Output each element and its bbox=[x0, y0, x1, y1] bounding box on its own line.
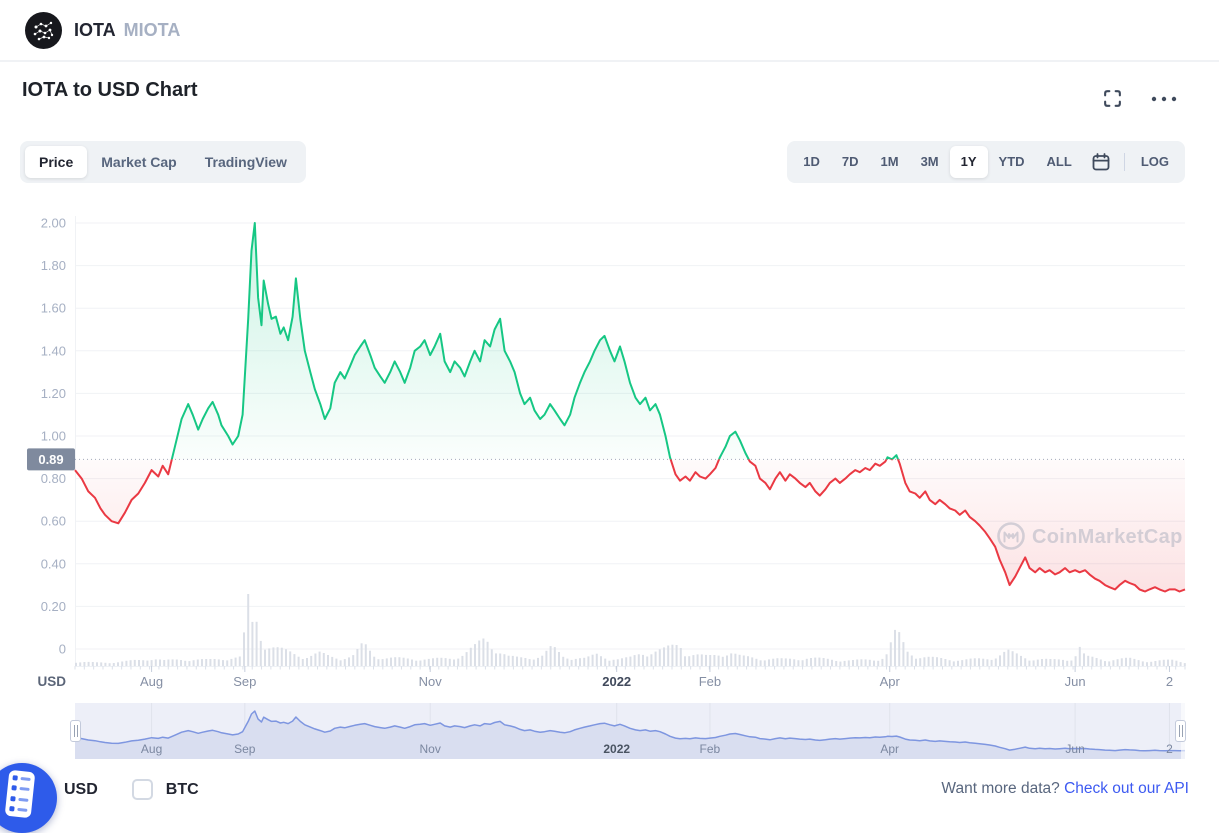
range-1m[interactable]: 1M bbox=[880, 154, 899, 169]
svg-text:0.80: 0.80 bbox=[41, 471, 66, 486]
more-options-icon[interactable] bbox=[1151, 96, 1177, 102]
iota-logo-icon bbox=[25, 11, 62, 49]
usd-label: USD bbox=[64, 780, 98, 798]
fullscreen-icon[interactable] bbox=[1102, 88, 1123, 109]
range-all[interactable]: ALL bbox=[1046, 154, 1072, 169]
calendar-icon[interactable] bbox=[1083, 147, 1119, 177]
api-prompt: Want more data? Check out our API bbox=[941, 780, 1189, 798]
range-1y[interactable]: 1Y bbox=[949, 146, 988, 178]
coin-header: IOTA MIOTA bbox=[0, 0, 1219, 62]
tab-tradingview[interactable]: TradingView bbox=[204, 154, 287, 170]
svg-text:Nov: Nov bbox=[419, 674, 443, 689]
svg-text:1.60: 1.60 bbox=[41, 301, 66, 316]
svg-text:CoinMarketCap: CoinMarketCap bbox=[1032, 526, 1183, 548]
svg-text:Feb: Feb bbox=[700, 742, 721, 756]
more-data-text: Want more data? bbox=[941, 780, 1060, 797]
svg-text:Apr: Apr bbox=[880, 742, 899, 756]
svg-text:1.20: 1.20 bbox=[41, 386, 66, 401]
range-3m[interactable]: 3M bbox=[920, 154, 939, 169]
navigator-handle-right[interactable] bbox=[1175, 720, 1186, 742]
range-divider bbox=[1123, 153, 1125, 171]
svg-text:Apr: Apr bbox=[880, 674, 901, 689]
range-log-toggle[interactable]: LOG bbox=[1140, 154, 1169, 169]
page-title: IOTA to USD Chart bbox=[22, 79, 198, 101]
chat-widget-button[interactable] bbox=[0, 763, 57, 833]
navigator-handle-left[interactable] bbox=[70, 720, 81, 742]
survey-icon bbox=[4, 769, 36, 819]
range-selector: 1D 7D 1M 3M 1Y YTD ALL LOG bbox=[787, 141, 1185, 183]
price-chart[interactable]: 2.00 1.80 1.60 1.40 1.20 1.00 0.80 0.60 0.40 0.20… bbox=[0, 196, 1219, 696]
svg-text:1.40: 1.40 bbox=[41, 343, 66, 358]
range-7d[interactable]: 7D bbox=[841, 154, 859, 169]
svg-text:Aug: Aug bbox=[141, 742, 162, 756]
svg-text:Nov: Nov bbox=[420, 742, 441, 756]
svg-text:USD: USD bbox=[37, 674, 66, 689]
svg-text:Jun: Jun bbox=[1065, 674, 1086, 689]
btc-checkbox[interactable] bbox=[131, 779, 153, 800]
svg-text:2: 2 bbox=[1166, 742, 1173, 756]
api-link[interactable]: Check out our API bbox=[1064, 780, 1189, 797]
title-actions bbox=[1102, 88, 1177, 109]
svg-text:Sep: Sep bbox=[234, 742, 256, 756]
svg-text:0.20: 0.20 bbox=[41, 599, 66, 614]
svg-text:2022: 2022 bbox=[602, 674, 631, 689]
coin-name: IOTA bbox=[74, 19, 116, 40]
svg-text:0.60: 0.60 bbox=[41, 514, 66, 529]
svg-text:1.80: 1.80 bbox=[41, 258, 66, 273]
coin-symbol: MIOTA bbox=[123, 19, 181, 40]
svg-text:Jun: Jun bbox=[1065, 742, 1084, 756]
tab-price[interactable]: Price bbox=[25, 146, 88, 178]
chart-type-tabs: Price Market Cap TradingView bbox=[20, 141, 306, 183]
svg-text:2022: 2022 bbox=[603, 742, 630, 756]
tab-market-cap[interactable]: Market Cap bbox=[101, 154, 177, 170]
svg-text:2: 2 bbox=[1166, 674, 1173, 689]
range-1d[interactable]: 1D bbox=[803, 154, 820, 169]
svg-text:Aug: Aug bbox=[140, 674, 163, 689]
svg-text:0.89: 0.89 bbox=[38, 452, 63, 467]
svg-text:Sep: Sep bbox=[233, 674, 256, 689]
svg-text:Feb: Feb bbox=[699, 674, 721, 689]
svg-text:2.00: 2.00 bbox=[41, 216, 66, 231]
range-ytd[interactable]: YTD bbox=[998, 154, 1025, 169]
chart-navigator[interactable]: Aug Sep Nov 2022 Feb Apr Jun 2 bbox=[0, 700, 1219, 764]
svg-text:0: 0 bbox=[59, 642, 66, 657]
btc-toggle[interactable]: BTC bbox=[131, 779, 199, 800]
btc-label: BTC bbox=[165, 780, 199, 798]
svg-text:0.40: 0.40 bbox=[41, 556, 66, 571]
svg-text:1.00: 1.00 bbox=[41, 429, 66, 444]
